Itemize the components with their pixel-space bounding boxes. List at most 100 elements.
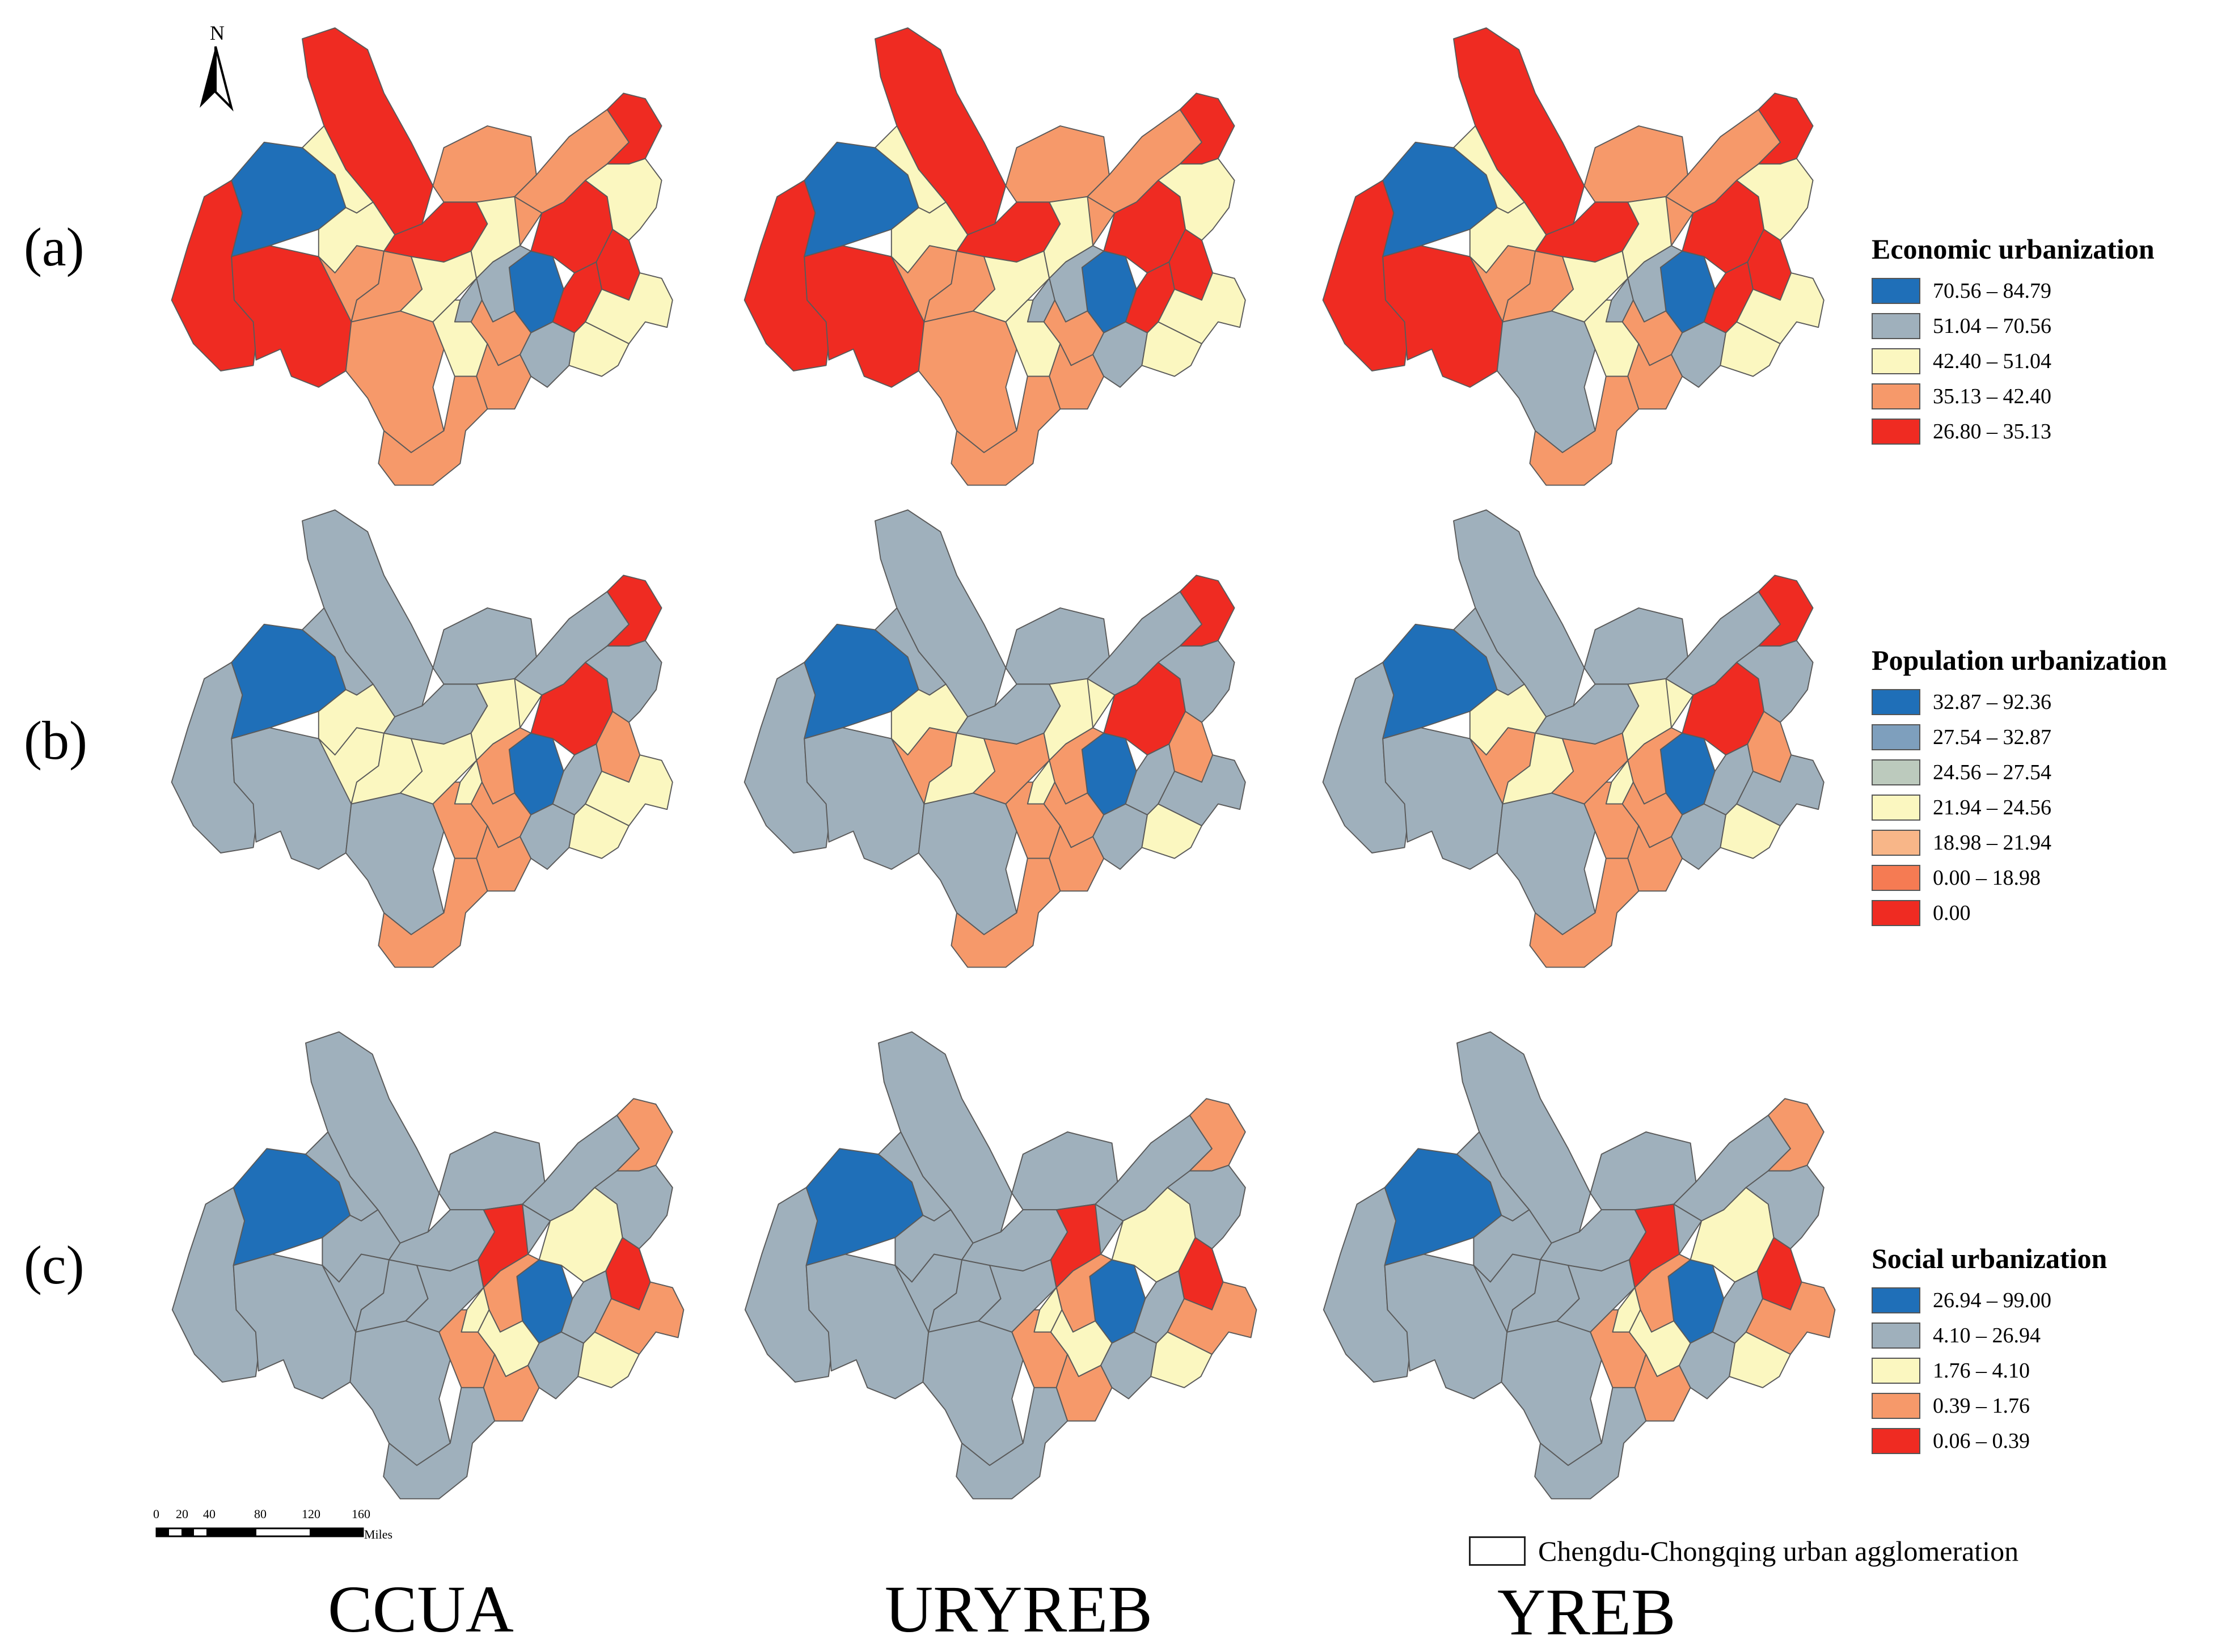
legend-item: 0.39 – 1.76 xyxy=(1872,1388,2213,1423)
legend-swatch xyxy=(1872,313,1920,339)
legend-swatch xyxy=(1872,1323,1920,1349)
legend-label: 35.13 – 42.40 xyxy=(1933,385,2051,408)
legend-population: Population urbanization 32.87 – 92.36 27.… xyxy=(1872,644,2213,931)
legend-item: 42.40 – 51.04 xyxy=(1872,344,2213,379)
legend-economic: Economic urbanization 70.56 – 84.79 51.04… xyxy=(1872,233,2213,449)
legend-items: 26.94 – 99.00 4.10 – 26.94 1.76 – 4.10 0.39… xyxy=(1872,1283,2213,1459)
legend-item: 24.56 – 27.54 xyxy=(1872,755,2213,790)
legend-item: 51.04 – 70.56 xyxy=(1872,309,2213,344)
legend-label: 32.87 – 92.36 xyxy=(1933,690,2051,714)
legend-swatch xyxy=(1872,1358,1920,1384)
choropleth-map xyxy=(1323,1031,1836,1499)
north-label: N xyxy=(210,22,225,44)
column-label-yreb: YREB xyxy=(1497,1575,1676,1649)
map-region xyxy=(922,1320,1024,1466)
choropleth-map xyxy=(171,1031,685,1499)
map-region xyxy=(383,1387,496,1499)
map-region xyxy=(918,310,1017,453)
legend-swatch xyxy=(1872,759,1920,785)
legend-swatch xyxy=(1872,795,1920,821)
choropleth-map xyxy=(744,509,1246,968)
legend-label: 21.94 – 24.56 xyxy=(1933,796,2051,819)
legend-label: 42.40 – 51.04 xyxy=(1933,349,2051,373)
map-region xyxy=(585,272,673,344)
legend-item: 70.56 – 84.79 xyxy=(1872,273,2213,309)
map-region xyxy=(1529,857,1640,968)
legend-items: 32.87 – 92.36 27.54 – 32.87 24.56 – 27.54 2… xyxy=(1872,685,2213,931)
legend-label: 26.80 – 35.13 xyxy=(1933,420,2051,443)
map-region xyxy=(585,640,662,723)
legend-item: 4.10 – 26.94 xyxy=(1872,1318,2213,1353)
legend-swatch xyxy=(1872,419,1920,445)
legend-swatch xyxy=(1872,724,1920,750)
choropleth-map xyxy=(1322,27,1825,486)
row-label-c: (c) xyxy=(24,1235,85,1295)
legend-swatch xyxy=(1872,383,1920,409)
column-label-uryreb: URYREB xyxy=(885,1572,1153,1646)
legend-item: 0.00 xyxy=(1872,895,2213,931)
map-region xyxy=(1736,272,1825,344)
scale-unit: Miles xyxy=(364,1527,392,1541)
legend-swatch xyxy=(1872,1287,1920,1313)
legend-label: 70.56 – 84.79 xyxy=(1933,279,2051,303)
scale-tick: 160 xyxy=(352,1507,370,1521)
map-region xyxy=(1529,375,1640,486)
scale-tick: 0 xyxy=(153,1507,159,1521)
map-region xyxy=(1501,1320,1602,1466)
legend-item: 18.98 – 21.94 xyxy=(1872,825,2213,860)
map-region xyxy=(1158,158,1235,241)
legend-swatch xyxy=(1872,278,1920,304)
legend-swatch xyxy=(1872,689,1920,715)
map-region xyxy=(918,792,1017,935)
legend-item: 0.06 – 0.39 xyxy=(1872,1423,2213,1459)
boundary-legend: Chengdu-Chongqing urban agglomeration xyxy=(1469,1535,2018,1568)
boundary-legend-label: Chengdu-Chongqing urban agglomeration xyxy=(1538,1535,2019,1567)
map-region xyxy=(951,375,1061,486)
legend-label: 1.76 – 4.10 xyxy=(1933,1359,2030,1383)
map-region xyxy=(378,857,488,968)
row-label-b: (b) xyxy=(24,710,87,771)
map-region xyxy=(1736,158,1814,241)
map-region xyxy=(1167,1164,1246,1249)
north-arrow: N xyxy=(187,17,244,116)
scale-tick: 20 xyxy=(176,1507,188,1521)
legend-label: 0.39 – 1.76 xyxy=(1933,1394,2030,1418)
legend-label: 24.56 – 27.54 xyxy=(1933,760,2051,784)
legend-swatch xyxy=(1872,1393,1920,1419)
map-region xyxy=(349,1320,451,1466)
legend-swatch xyxy=(1872,1428,1920,1454)
map-region xyxy=(1534,1387,1647,1499)
legend-item: 27.54 – 32.87 xyxy=(1872,720,2213,755)
scale-tick: 120 xyxy=(302,1507,320,1521)
map-region xyxy=(951,857,1061,968)
legend-item: 1.76 – 4.10 xyxy=(1872,1353,2213,1388)
column-label-ccua: CCUA xyxy=(328,1572,514,1646)
row-label-a: (a) xyxy=(24,217,85,277)
map-region xyxy=(585,158,662,241)
map-region xyxy=(345,792,445,935)
legend-swatch xyxy=(1872,865,1920,891)
legend-item: 35.13 – 42.40 xyxy=(1872,379,2213,414)
choropleth-map xyxy=(744,1031,1257,1499)
scale-bar: 0 20 40 80 120 160 Miles xyxy=(153,1506,448,1560)
legend-title: Population urbanization xyxy=(1872,644,2167,676)
legend-swatch xyxy=(1872,348,1920,374)
legend-items: 70.56 – 84.79 51.04 – 70.56 42.40 – 51.04 3… xyxy=(1872,273,2213,449)
map-region xyxy=(1167,1281,1257,1355)
map-region xyxy=(345,310,445,453)
map-region xyxy=(1158,754,1246,826)
map-region xyxy=(378,375,488,486)
map-region xyxy=(1736,754,1825,826)
map-region xyxy=(1745,1281,1836,1355)
legend-label: 0.06 – 0.39 xyxy=(1933,1429,2030,1453)
choropleth-map xyxy=(1322,509,1825,968)
scale-tick: 40 xyxy=(203,1507,216,1521)
legend-swatch xyxy=(1872,900,1920,926)
legend-label: 26.94 – 99.00 xyxy=(1933,1288,2051,1312)
choropleth-map xyxy=(171,27,673,486)
legend-social: Social urbanization 26.94 – 99.00 4.10 – … xyxy=(1872,1242,2213,1459)
map-region xyxy=(594,1164,673,1249)
legend-label: 0.00 xyxy=(1933,901,1971,925)
legend-title: Social urbanization xyxy=(1872,1243,2108,1274)
choropleth-map xyxy=(171,509,673,968)
